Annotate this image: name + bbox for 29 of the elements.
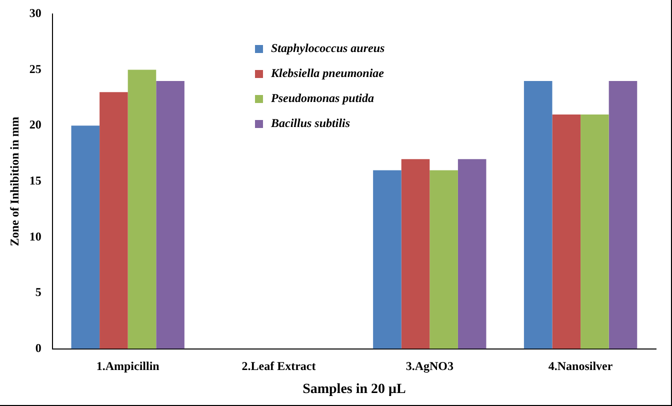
y-axis-title: Zone of Inhibition in mm [7, 116, 22, 246]
bar [71, 126, 100, 349]
legend-label: Klebsiella pneumoniae [271, 66, 384, 81]
bar [128, 70, 156, 349]
bar [608, 80, 638, 349]
bar [552, 114, 581, 349]
x-axis-title: Samples in 20 μL [302, 382, 406, 398]
y-tick-label: 20 [29, 118, 42, 132]
y-tick-label: 30 [29, 6, 42, 20]
x-tick-label: 2.Leaf Extract [242, 359, 316, 374]
bar [401, 159, 430, 349]
bar [156, 80, 184, 349]
legend-label: Staphylococcus aureus [271, 41, 385, 56]
x-tick-label: 1.Ampicillin [96, 359, 160, 374]
bar [458, 159, 486, 349]
bar [580, 114, 609, 349]
legend-label: Bacillus subtilis [271, 116, 350, 131]
legend-label: Pseudomonas putida [271, 91, 374, 106]
y-tick-label: 5 [35, 285, 42, 300]
bar [100, 92, 128, 349]
x-tick-label: 4.Nanosilver [548, 359, 614, 374]
bar [373, 170, 402, 349]
bar [524, 80, 552, 349]
bar [430, 170, 458, 349]
y-tick-label: 25 [29, 62, 42, 76]
y-tick-label: 0 [35, 340, 42, 355]
y-tick-label: 15 [29, 173, 42, 188]
y-tick-label: 10 [29, 229, 42, 244]
x-tick-label: 3.AgNO3 [406, 359, 454, 374]
